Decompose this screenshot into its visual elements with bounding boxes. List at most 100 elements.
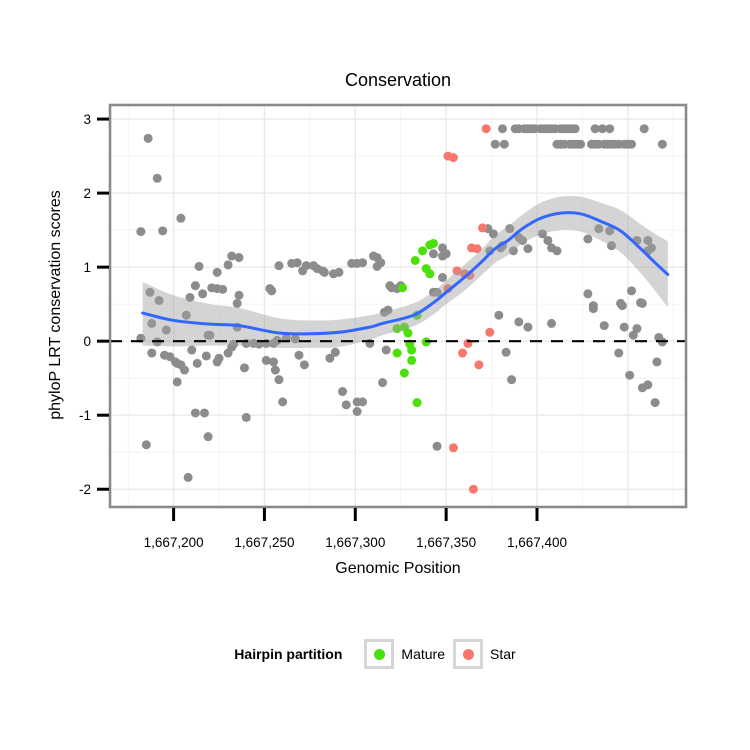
data-point	[198, 289, 207, 298]
data-point	[385, 281, 394, 290]
data-point	[449, 153, 458, 162]
data-point	[523, 244, 532, 253]
data-point	[233, 299, 242, 308]
legend-label-star: Star	[490, 646, 516, 662]
data-point	[218, 285, 227, 294]
series-unpartitioned	[136, 124, 666, 482]
chart-title: Conservation	[110, 70, 686, 91]
data-point	[469, 485, 478, 494]
x-tick-label: 1,667,200	[144, 535, 204, 550]
data-point	[407, 346, 416, 355]
data-point	[358, 258, 367, 267]
data-point	[227, 252, 236, 261]
data-point	[274, 261, 283, 270]
data-point	[173, 377, 182, 386]
data-point	[193, 359, 202, 368]
data-point	[616, 299, 625, 308]
data-point	[407, 356, 416, 365]
data-point	[438, 273, 447, 282]
data-point	[393, 349, 402, 358]
y-axis-label: phyloP LRT conservation scores	[47, 103, 65, 507]
y-tick-label: 1	[83, 260, 91, 275]
data-point	[640, 124, 649, 133]
data-point	[200, 408, 209, 417]
data-point	[458, 349, 467, 358]
data-point	[433, 442, 442, 451]
data-point	[338, 387, 347, 396]
data-point	[202, 351, 211, 360]
data-point	[342, 400, 351, 409]
legend-key-star	[453, 639, 483, 669]
data-point	[265, 284, 274, 293]
x-tick-label: 1,667,300	[325, 535, 385, 550]
data-point	[136, 227, 145, 236]
data-point	[523, 323, 532, 332]
data-point	[353, 407, 362, 416]
data-point	[652, 357, 661, 366]
data-point	[491, 140, 500, 149]
data-point	[620, 323, 629, 332]
legend-title: Hairpin partition	[234, 646, 342, 662]
data-point	[583, 289, 592, 298]
legend-item-mature: Mature	[364, 639, 445, 669]
data-point	[583, 235, 592, 244]
data-point	[482, 124, 491, 133]
data-point	[418, 246, 427, 255]
data-point	[382, 346, 391, 355]
data-point	[632, 324, 641, 333]
data-point	[413, 398, 422, 407]
data-point	[474, 360, 483, 369]
data-point	[638, 299, 647, 308]
data-point	[600, 321, 609, 330]
data-point	[547, 319, 556, 328]
series-star	[443, 124, 494, 494]
data-point	[142, 440, 151, 449]
data-point	[429, 249, 438, 258]
data-point	[576, 140, 585, 149]
data-point	[195, 262, 204, 271]
legend: Hairpin partition Mature Star	[0, 639, 750, 669]
data-point	[485, 328, 494, 337]
data-point	[411, 256, 420, 265]
data-point	[187, 346, 196, 355]
data-point	[278, 397, 287, 406]
data-point	[614, 349, 623, 358]
x-tick-label: 1,667,250	[234, 535, 294, 550]
data-point	[235, 291, 244, 300]
conservation-figure: 1,667,2001,667,2501,667,3001,667,3501,66…	[0, 0, 750, 750]
data-point	[242, 413, 251, 422]
data-point	[204, 432, 213, 441]
data-point	[331, 348, 340, 357]
data-point	[500, 140, 509, 149]
data-point	[240, 363, 249, 372]
data-point	[643, 380, 652, 389]
data-point	[507, 375, 516, 384]
data-point	[358, 397, 367, 406]
data-point	[213, 268, 222, 277]
data-point	[224, 260, 233, 269]
data-point	[191, 408, 200, 417]
data-point	[300, 360, 309, 369]
data-point	[215, 354, 224, 363]
data-point	[403, 329, 412, 338]
data-point	[514, 317, 523, 326]
data-point	[400, 369, 409, 378]
data-point	[494, 311, 503, 320]
data-point	[498, 124, 507, 133]
legend-item-star: Star	[453, 639, 516, 669]
data-point	[269, 357, 278, 366]
x-axis-label: Genomic Position	[110, 560, 686, 578]
data-point	[605, 124, 614, 133]
legend-key-mature	[364, 639, 394, 669]
data-point	[176, 214, 185, 223]
y-tick-label: 0	[83, 334, 91, 349]
data-point	[191, 281, 200, 290]
data-point	[153, 174, 162, 183]
data-point	[627, 140, 636, 149]
y-tick-label: -1	[79, 408, 91, 423]
data-point	[589, 304, 598, 313]
data-point	[271, 366, 280, 375]
data-point	[449, 443, 458, 452]
x-tick-label: 1,667,400	[507, 535, 567, 550]
data-point	[180, 366, 189, 375]
